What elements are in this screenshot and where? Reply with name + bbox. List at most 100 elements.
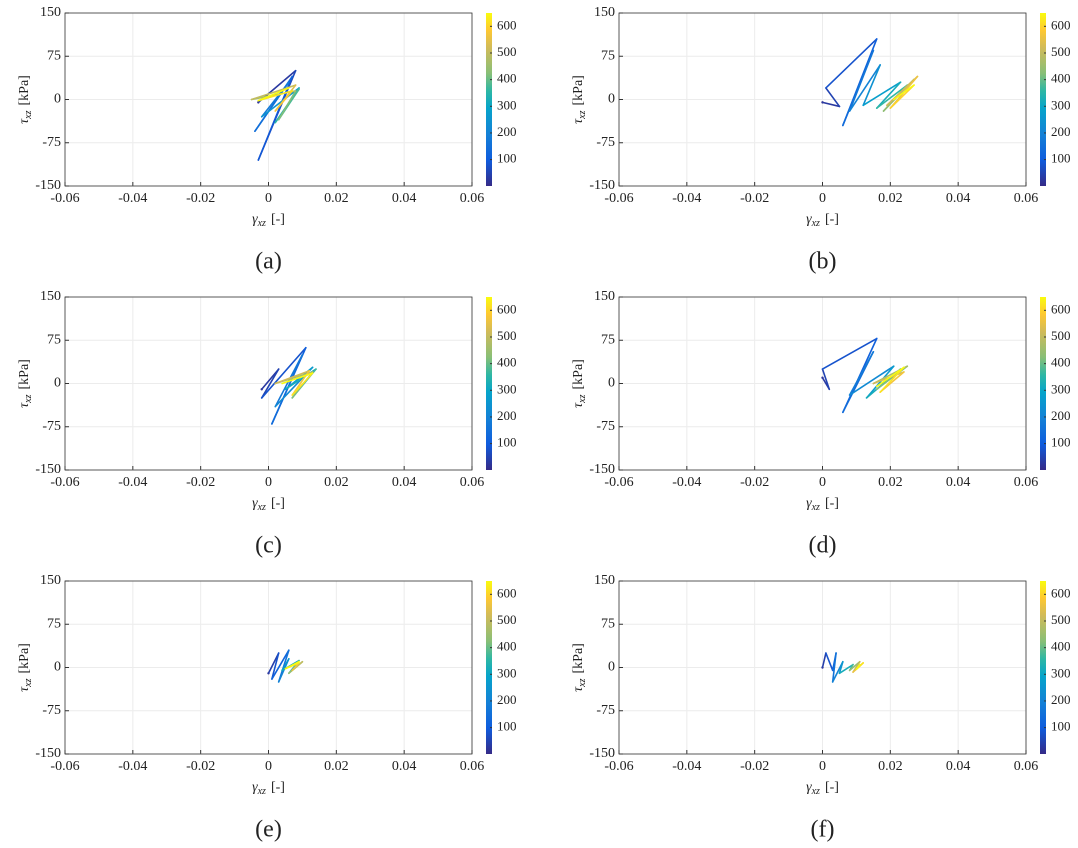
loop-segment (281, 658, 290, 672)
y-tick-label: 75 (47, 332, 61, 347)
subscript: xz (811, 786, 820, 797)
y-tick-label: 0 (54, 660, 61, 675)
colorbar-label: 200 (1051, 692, 1071, 707)
loop-segment (821, 101, 841, 108)
subscript: xz (577, 394, 588, 403)
y-tick-label: -150 (589, 746, 615, 761)
axes-box (618, 296, 1027, 471)
unit: [kPa] (17, 643, 32, 673)
caption: (e) (255, 817, 282, 843)
x-tick-label: -0.02 (186, 191, 215, 206)
loop-segment (848, 350, 875, 396)
unit: [kPa] (17, 75, 32, 105)
loop-segment (257, 75, 294, 161)
loop-segment (862, 81, 902, 107)
colorbar (1040, 13, 1046, 186)
panel: -0.06 -0.04 -0.02 0 0.02 0.04 0.06 -150 -75 0 75 15… (571, 5, 1070, 274)
loop-segment (274, 370, 311, 385)
loop-segment (274, 90, 294, 112)
x-tick-label: 0.02 (878, 475, 903, 490)
loop-segment (875, 366, 905, 388)
panel: -0.06 -0.04 -0.02 0 0.02 0.04 0.06 -150 -75 0 75 15… (17, 573, 516, 842)
x-tick-label: -0.04 (672, 191, 701, 206)
y-tick-label: 150 (40, 5, 61, 20)
loop-segment (865, 365, 895, 399)
loop-segment (257, 87, 290, 102)
x-tick-label: 0.04 (946, 191, 971, 206)
y-tick-label: -75 (42, 419, 61, 434)
unit: [kPa] (571, 359, 586, 389)
x-tick-label: 0.04 (392, 759, 417, 774)
colorbar-label: 100 (1051, 435, 1071, 450)
colorbar-label: 300 (1051, 97, 1071, 112)
y-tick-label: 75 (601, 332, 615, 347)
loop-segment (825, 652, 834, 672)
x-axis-label: γxz [-] (806, 780, 839, 797)
loop-segment (855, 663, 861, 671)
y-axis-label: τxz [kPa] (17, 643, 34, 692)
colorbar-label: 100 (1051, 151, 1071, 166)
loop-segment (271, 649, 290, 680)
y-axis-label: τxz [kPa] (571, 359, 588, 408)
loop-segment (271, 652, 280, 680)
colorbar-label: 200 (497, 124, 517, 139)
axes-box (64, 296, 473, 471)
loop-segment (892, 84, 915, 101)
unit: [-] (825, 496, 839, 511)
panel: -0.06 -0.04 -0.02 0 0.02 0.04 0.06 -150 -75 0 75 15… (571, 289, 1070, 558)
loop-segment (260, 368, 280, 399)
loop-segment (281, 372, 314, 385)
loop-segment (271, 353, 304, 425)
x-axis-label: γxz [-] (806, 212, 839, 229)
x-tick-label: -0.06 (50, 759, 79, 774)
symbol: τ (17, 118, 32, 124)
y-axis-label: τxz [kPa] (17, 75, 34, 124)
x-tick-label: 0 (819, 759, 826, 774)
loop-segment (825, 87, 841, 108)
loop-segment (889, 84, 915, 109)
x-tick-label: -0.06 (604, 475, 633, 490)
colorbar-label: 100 (497, 435, 517, 450)
colorbar-label: 400 (1051, 639, 1071, 654)
loop-segment (260, 346, 307, 399)
x-tick-label: -0.04 (672, 475, 701, 490)
y-tick-label: 75 (47, 48, 61, 63)
unit: [-] (271, 780, 285, 795)
x-tick-label: -0.06 (604, 759, 633, 774)
y-tick-label: 75 (601, 48, 615, 63)
y-tick-label: 0 (608, 92, 615, 107)
x-tick-label: 0.04 (946, 475, 971, 490)
symbol: τ (17, 402, 32, 408)
axes-box (618, 580, 1027, 755)
x-tick-label: 0 (819, 475, 826, 490)
subscript: xz (257, 786, 266, 797)
x-tick-label: -0.06 (50, 191, 79, 206)
caption: (a) (255, 249, 282, 275)
colorbar (1040, 581, 1046, 754)
loop-segment (821, 337, 878, 370)
x-tick-label: 0.02 (324, 191, 349, 206)
colorbar-label: 400 (1051, 71, 1071, 86)
y-tick-label: 150 (594, 573, 615, 588)
x-tick-label: -0.06 (604, 191, 633, 206)
x-tick-label: 0.02 (324, 475, 349, 490)
unit: [-] (271, 212, 285, 227)
caption: (f) (811, 817, 835, 843)
colorbar-label: 200 (497, 692, 517, 707)
x-tick-label: -0.02 (740, 475, 769, 490)
colorbar (486, 297, 492, 470)
colorbar-label: 100 (497, 151, 517, 166)
colorbar-label: 400 (497, 71, 517, 86)
x-tick-label: 0.04 (946, 759, 971, 774)
axes-box (64, 12, 473, 187)
subscript: xz (23, 678, 34, 687)
colorbar-label: 100 (497, 719, 517, 734)
colorbar (1040, 297, 1046, 470)
y-tick-label: 0 (54, 92, 61, 107)
unit: [kPa] (571, 643, 586, 673)
y-tick-label: 0 (608, 376, 615, 391)
symbol: γ (252, 212, 258, 227)
y-tick-label: -150 (35, 178, 61, 193)
symbol: τ (571, 118, 586, 124)
loop-segment (831, 652, 837, 683)
